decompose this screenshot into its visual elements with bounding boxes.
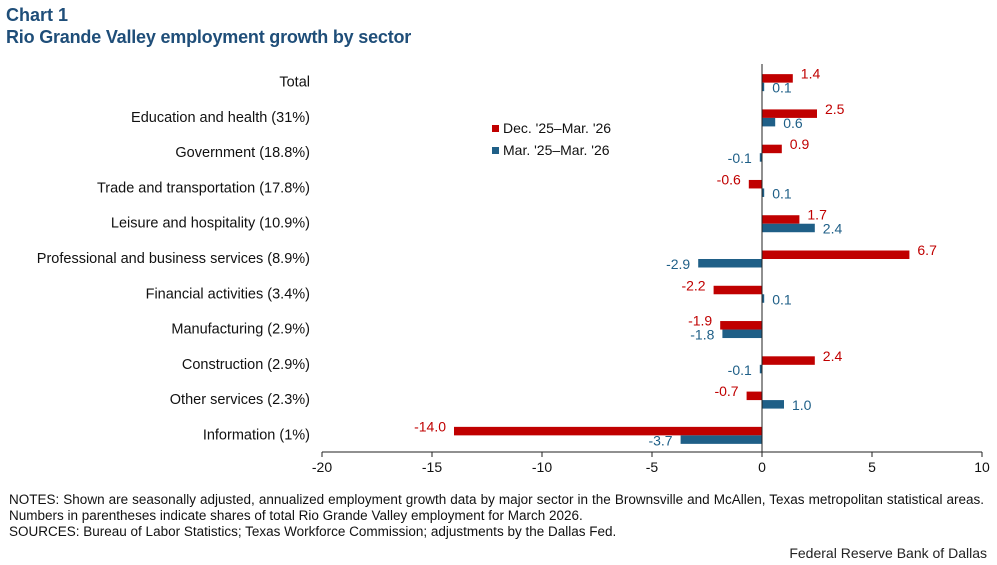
x-tick-label: -10 [532, 459, 552, 475]
category-label: Total [279, 75, 310, 91]
bar-series-2 [762, 223, 815, 233]
data-label: -0.7 [714, 383, 738, 399]
data-label: -0.1 [728, 150, 752, 166]
bar-series-1 [762, 144, 782, 154]
data-label: 1.4 [801, 66, 821, 82]
data-label: 1.7 [807, 207, 827, 223]
data-label: -14.0 [414, 418, 446, 434]
data-label: -2.2 [681, 277, 705, 293]
bar-series-1 [454, 426, 762, 436]
bar-series-2 [722, 329, 762, 339]
bar-series-1 [762, 356, 815, 365]
notes-text: NOTES: Shown are seasonally adjusted, an… [9, 492, 984, 523]
data-label: -1.8 [690, 327, 714, 343]
bar-series-2 [759, 364, 762, 374]
data-label: -3.7 [648, 432, 672, 448]
bar-series-2 [762, 294, 765, 303]
bar-series-2 [680, 435, 762, 444]
bar-series-2 [762, 117, 776, 127]
legend-swatch [492, 147, 499, 154]
x-tick-label: -15 [422, 459, 442, 475]
category-label: Government (18.8%) [175, 145, 310, 161]
data-label: 6.7 [917, 242, 937, 258]
category-label: Trade and transportation (17.8%) [97, 180, 310, 196]
x-tick-label: 0 [758, 459, 766, 475]
x-tick-label: -5 [646, 459, 659, 475]
bar-series-1 [762, 109, 817, 118]
data-label: -2.9 [666, 256, 690, 272]
category-label: Leisure and hospitality (10.9%) [111, 216, 310, 232]
data-label: 0.1 [772, 291, 792, 307]
chart-title: Rio Grande Valley employment growth by s… [6, 27, 412, 47]
bar-series-2 [698, 259, 762, 268]
data-label: 0.6 [783, 115, 803, 131]
legend-swatch [492, 125, 499, 132]
legend-label: Dec. '25–Mar. '26 [503, 120, 611, 136]
category-label: Other services (2.3%) [170, 392, 310, 408]
category-label: Manufacturing (2.9%) [171, 322, 310, 338]
data-label: 2.4 [823, 348, 843, 364]
category-label: Education and health (31%) [131, 110, 310, 126]
data-label: 0.1 [772, 80, 792, 96]
category-label: Construction (2.9%) [182, 357, 310, 373]
bar-chart: Total Education and health (31%) Governmen… [37, 64, 990, 475]
data-label: -0.1 [728, 362, 752, 378]
bar-series-1 [762, 250, 910, 259]
legend-label: Mar. '25–Mar. '26 [503, 142, 610, 158]
sources-text: SOURCES: Bureau of Labor Statistics; Tex… [9, 524, 617, 539]
bar-series-2 [762, 400, 784, 409]
category-label: Professional and business services (8.9%… [37, 251, 310, 267]
x-tick-label: 5 [868, 459, 876, 475]
bar-series-1 [720, 321, 762, 330]
bar-series-2 [759, 153, 762, 162]
bar-series-1 [746, 391, 762, 401]
bar-series-2 [762, 82, 765, 92]
bar-series-2 [762, 188, 765, 197]
data-label: 0.9 [790, 136, 810, 152]
source-credit: Federal Reserve Bank of Dallas [789, 545, 987, 561]
x-tick-label: -20 [312, 459, 332, 475]
title-block: Chart 1 Rio Grande Valley employment gro… [6, 4, 411, 48]
data-label: 1.0 [792, 397, 812, 413]
data-label: 2.4 [823, 221, 843, 237]
data-label: 2.5 [825, 101, 845, 117]
bar-series-1 [762, 215, 800, 224]
data-label: -1.9 [688, 313, 712, 329]
data-label: 0.1 [772, 185, 792, 201]
category-label: Financial activities (3.4%) [146, 286, 310, 302]
x-tick-label: 10 [974, 459, 990, 475]
bar-series-1 [762, 74, 793, 83]
bar-series-1 [748, 179, 762, 189]
category-label: Information (1%) [203, 427, 310, 443]
data-label: -0.6 [717, 171, 741, 187]
chart-number: Chart 1 [6, 5, 69, 25]
bar-series-1 [713, 285, 762, 295]
notes-section: NOTES: Shown are seasonally adjusted, an… [9, 492, 984, 540]
